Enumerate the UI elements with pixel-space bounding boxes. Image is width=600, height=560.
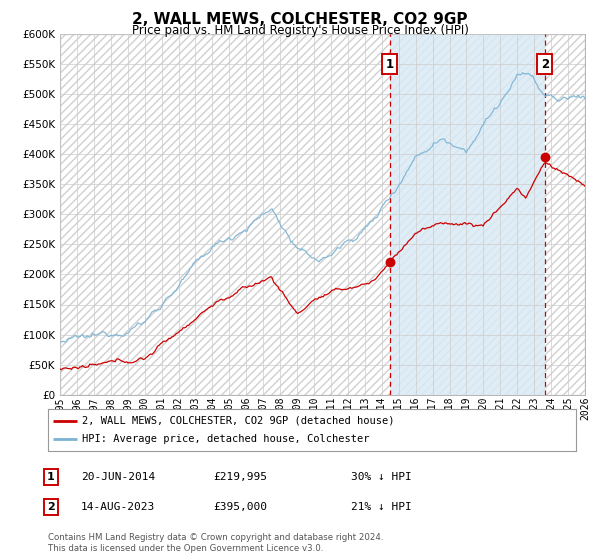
- Text: This data is licensed under the Open Government Licence v3.0.: This data is licensed under the Open Gov…: [48, 544, 323, 553]
- Point: [540, 152, 550, 161]
- Text: 30% ↓ HPI: 30% ↓ HPI: [351, 472, 412, 482]
- Text: £219,995: £219,995: [213, 472, 267, 482]
- Text: 21% ↓ HPI: 21% ↓ HPI: [351, 502, 412, 512]
- Text: £395,000: £395,000: [213, 502, 267, 512]
- Text: 2, WALL MEWS, COLCHESTER, CO2 9GP: 2, WALL MEWS, COLCHESTER, CO2 9GP: [132, 12, 468, 27]
- Bar: [390, 34, 545, 395]
- Text: 2: 2: [47, 502, 55, 512]
- Text: 14-AUG-2023: 14-AUG-2023: [81, 502, 155, 512]
- Text: 1: 1: [47, 472, 55, 482]
- Text: 1: 1: [386, 58, 394, 71]
- Point: [385, 258, 395, 267]
- Text: 2: 2: [541, 58, 549, 71]
- Text: 2, WALL MEWS, COLCHESTER, CO2 9GP (detached house): 2, WALL MEWS, COLCHESTER, CO2 9GP (detac…: [82, 416, 395, 426]
- Text: Contains HM Land Registry data © Crown copyright and database right 2024.: Contains HM Land Registry data © Crown c…: [48, 533, 383, 542]
- Text: Price paid vs. HM Land Registry's House Price Index (HPI): Price paid vs. HM Land Registry's House …: [131, 24, 469, 36]
- Text: HPI: Average price, detached house, Colchester: HPI: Average price, detached house, Colc…: [82, 434, 370, 444]
- Text: 20-JUN-2014: 20-JUN-2014: [81, 472, 155, 482]
